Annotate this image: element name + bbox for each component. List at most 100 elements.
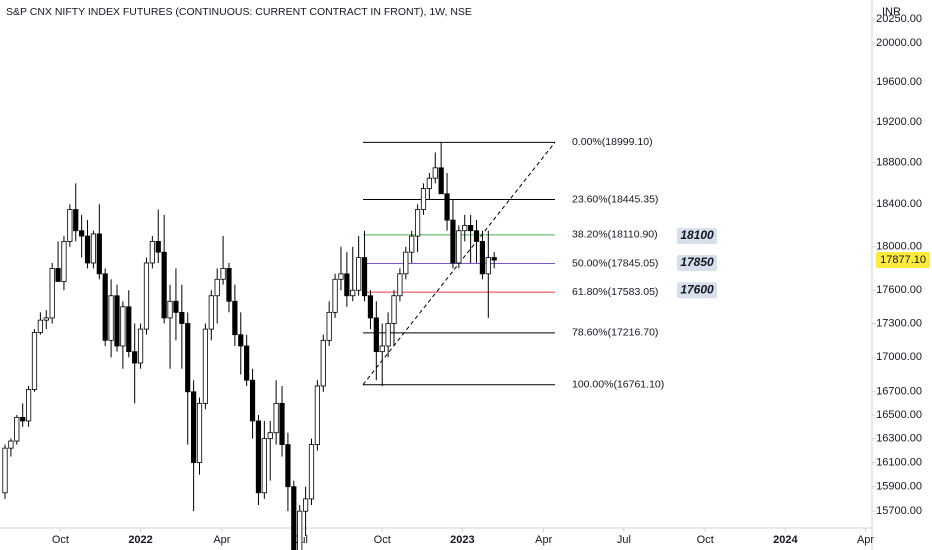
candle-body: [302, 498, 309, 512]
candle-body: [332, 278, 338, 313]
x-tick-label: 2022: [128, 534, 152, 546]
candle-body: [120, 306, 126, 347]
fib-label: 61.80%(17583.05): [572, 286, 658, 298]
candle-body: [391, 295, 397, 324]
y-tick-label: 17600.00: [876, 284, 922, 296]
candle-body: [468, 225, 474, 232]
candle-body: [244, 345, 250, 381]
candle-body: [214, 278, 220, 297]
candle-body: [43, 317, 49, 321]
candle-body: [202, 328, 209, 404]
y-tick-label: 19200.00: [876, 116, 922, 128]
candle-body: [149, 241, 155, 264]
candle-body: [367, 295, 374, 319]
candle-body: [232, 300, 238, 336]
candle-body: [261, 438, 267, 494]
candle-body: [473, 230, 480, 242]
x-tick-label: Oct: [374, 534, 391, 546]
candle-body: [456, 230, 462, 264]
x-tick-label: Apr: [857, 534, 874, 546]
fib-label: 38.20%(18110.90): [572, 229, 658, 241]
candle-body: [20, 417, 26, 422]
candle-body: [249, 379, 256, 422]
candle-body: [291, 486, 297, 550]
x-tick-label: Oct: [697, 534, 714, 546]
candle-body: [37, 319, 43, 333]
candle-body: [238, 334, 244, 347]
candle-body: [55, 267, 61, 282]
y-tick-label: 16100.00: [876, 456, 922, 468]
candle-body: [96, 233, 102, 275]
candle-body: [403, 251, 409, 275]
candle-body: [143, 262, 150, 330]
candle-body: [208, 295, 214, 330]
candle-body: [397, 273, 403, 297]
candle-body: [79, 230, 85, 237]
candle-body: [414, 209, 421, 237]
price-badge-label: 18100: [680, 228, 714, 242]
y-tick-label: 15700.00: [876, 505, 922, 517]
candle-body: [226, 267, 232, 302]
y-tick-label: 15900.00: [876, 481, 922, 493]
candle-body: [2, 447, 8, 494]
candle-body: [67, 209, 73, 242]
candle-body: [61, 241, 67, 282]
candle-body: [179, 311, 185, 324]
price-badge: [677, 228, 717, 245]
candle-body: [132, 351, 138, 364]
candle-body: [285, 444, 291, 488]
candle-body: [173, 300, 179, 313]
candle-body: [326, 311, 332, 341]
candle-body: [491, 257, 497, 261]
last-price-label: 17877.10: [880, 254, 926, 266]
price-badge: [677, 254, 717, 271]
x-tick-label: Jul: [617, 534, 631, 546]
candle-body: [73, 209, 79, 232]
fib-label: 50.00%(17845.05): [572, 257, 658, 269]
y-tick-label: 17000.00: [876, 351, 922, 363]
candle-body: [350, 289, 356, 297]
candle-body: [450, 219, 456, 264]
candle-body: [373, 317, 379, 353]
candle-body: [8, 440, 14, 449]
candle-body: [49, 267, 55, 319]
candle-body: [220, 267, 226, 280]
candle-body: [279, 402, 285, 445]
fib-label: 0.00%(18999.10): [572, 136, 653, 148]
y-tick-label: 20250.00: [876, 13, 922, 25]
candle-body: [479, 241, 486, 275]
price-badge-label: 17600: [680, 282, 714, 296]
candle-body: [114, 295, 120, 347]
candle-body: [161, 251, 167, 319]
x-tick-label: Apr: [213, 534, 230, 546]
candle-body: [438, 167, 444, 195]
candle-body: [14, 417, 20, 442]
y-tick-label: 18400.00: [876, 198, 922, 210]
candle-body: [444, 193, 450, 221]
fib-label: 23.60%(18445.35): [572, 193, 658, 205]
candle-body: [108, 295, 114, 341]
fib-label: 100.00%(16761.10): [572, 378, 664, 390]
candle-body: [379, 345, 385, 353]
y-tick-label: 18000.00: [876, 241, 922, 253]
chart-title: S&P CNX NIFTY INDEX FUTURES (CONTINUOUS:…: [6, 6, 472, 18]
price-badge-label: 17850: [680, 255, 714, 269]
x-tick-label: 2023: [450, 534, 474, 546]
candle-body: [426, 177, 432, 189]
x-tick-label: Apr: [535, 534, 552, 546]
candle-body: [462, 225, 468, 232]
candle-body: [409, 235, 415, 253]
y-tick-label: 20000.00: [876, 37, 922, 49]
candle-body: [356, 257, 362, 291]
candle-body: [84, 235, 91, 264]
y-tick-label: 16700.00: [876, 386, 922, 398]
candle-body: [196, 402, 203, 463]
candle-body: [167, 300, 173, 319]
candle-body: [338, 273, 344, 280]
candle-body: [31, 332, 38, 390]
candle-body: [155, 241, 161, 253]
x-tick-label: 2024: [773, 534, 798, 546]
candle-body: [314, 385, 320, 445]
